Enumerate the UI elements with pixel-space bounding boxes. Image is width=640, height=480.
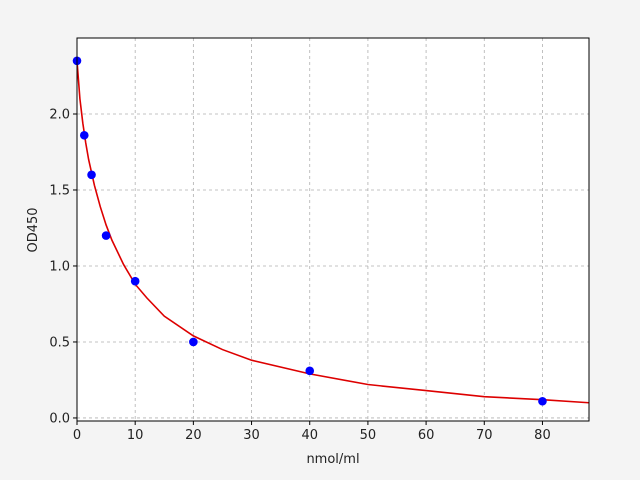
fitted-curve-line	[76, 60, 590, 404]
x-tick-label: 40	[301, 428, 318, 443]
x-tick-label: 50	[360, 428, 377, 443]
y-tick-label: 0.0	[49, 411, 70, 426]
data-point	[79, 130, 89, 140]
x-tick-label: 0	[73, 428, 81, 443]
plot-background	[77, 38, 589, 421]
data-point	[87, 170, 96, 180]
x-axis: 0 10 20 30 40 50 60 70 80	[73, 421, 551, 443]
data-point	[305, 366, 315, 376]
x-tick-label: 70	[476, 428, 493, 443]
plot-frame	[76, 37, 590, 422]
x-axis-title: nmol/ml	[306, 452, 359, 467]
x-tick-label: 30	[243, 428, 260, 443]
x-tick-label: 60	[418, 428, 435, 443]
x-tick-label: 20	[185, 428, 202, 443]
grid	[76, 38, 589, 421]
data-point	[189, 337, 198, 347]
data-points-layer	[72, 56, 547, 406]
y-tick-label: 2.0	[49, 107, 70, 122]
data-point	[101, 231, 111, 240]
y-axis-title: OD450	[26, 207, 41, 252]
y-tick-label: 1.0	[49, 259, 70, 274]
fitted-curve-layer	[76, 60, 590, 404]
x-tick-label: 10	[127, 428, 144, 443]
y-tick-label: 1.5	[49, 183, 70, 198]
y-tick-label: 0.5	[49, 335, 70, 350]
x-tick-label: 80	[534, 428, 551, 443]
data-point	[130, 276, 140, 286]
y-axis: 0.0 0.5 1.0 1.5 2.0	[49, 107, 77, 426]
data-point	[538, 396, 547, 406]
